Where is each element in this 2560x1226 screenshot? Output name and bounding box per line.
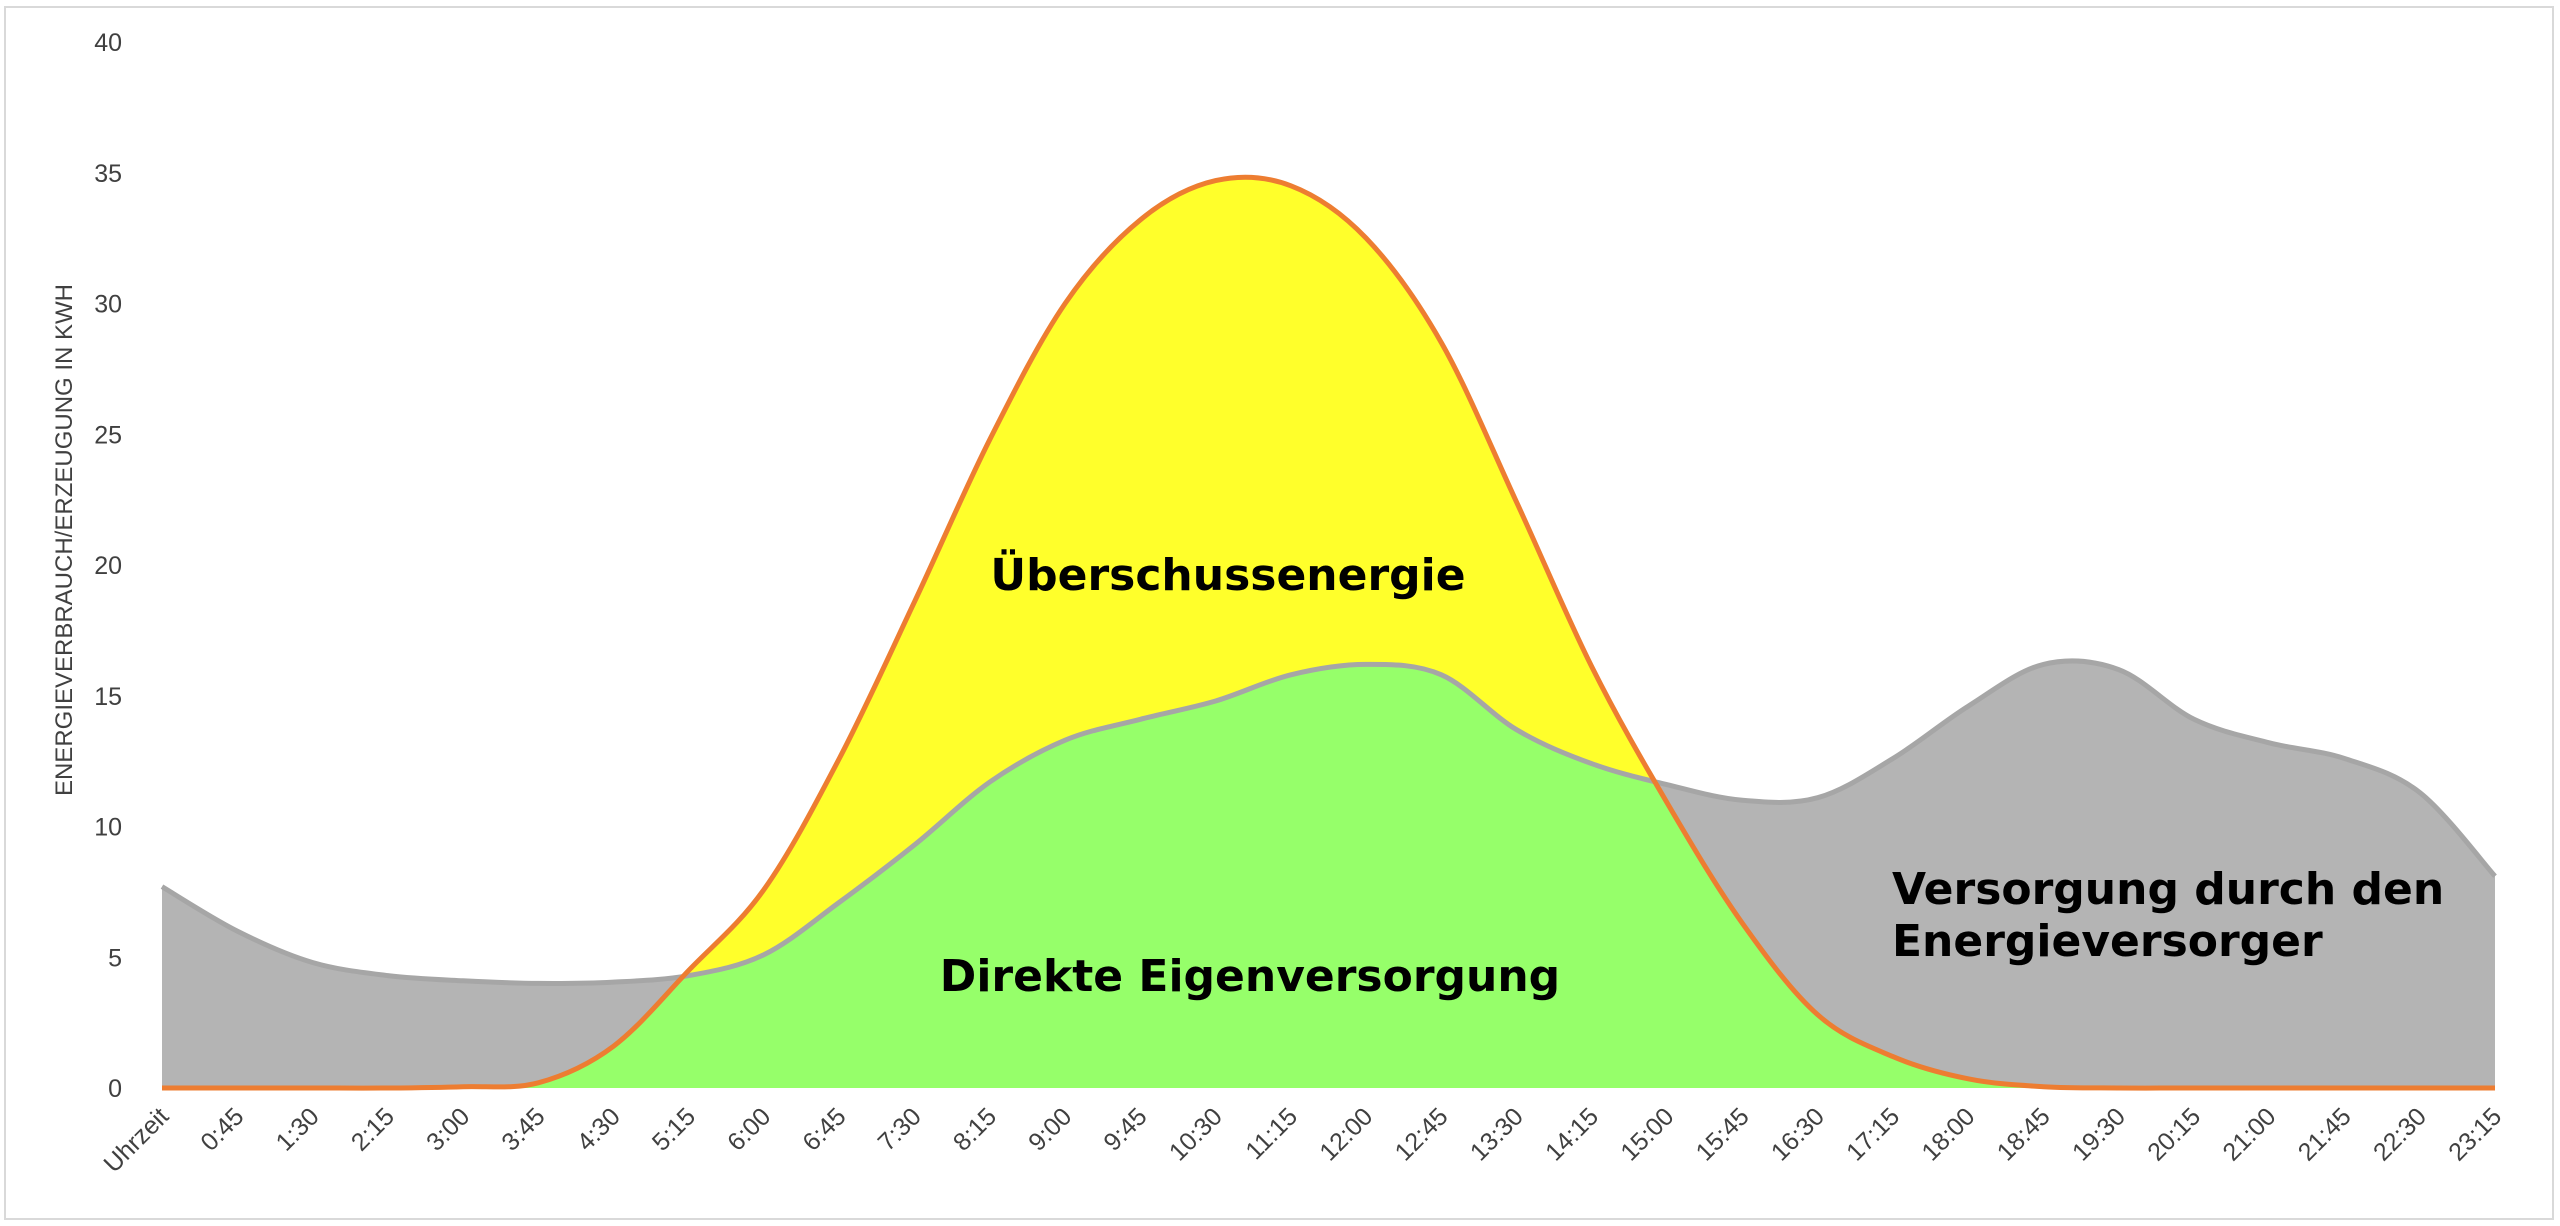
x-tick-label: 11:15 — [1240, 1102, 1303, 1165]
x-tick-label: 21:45 — [2293, 1102, 2357, 1166]
x-tick-label: 4:30 — [572, 1102, 626, 1156]
x-tick-label: 1:30 — [271, 1102, 325, 1156]
x-tick-label: 20:15 — [2142, 1102, 2206, 1166]
annotation-grid-supply-line2: Energieversorger — [1892, 916, 2323, 967]
x-tick-label: 22:30 — [2368, 1102, 2432, 1166]
y-axis-label: ENERGIEVERBRAUCH/ERZEUGUNG IN KWH — [51, 284, 78, 796]
x-tick-label: 18:00 — [1916, 1102, 1980, 1166]
y-tick-label: 5 — [108, 944, 122, 972]
x-tick-label: 5:15 — [647, 1102, 701, 1156]
chart-lines — [160, 174, 2497, 1091]
y-tick-label: 20 — [94, 552, 122, 580]
y-tick-label: 0 — [108, 1075, 122, 1103]
x-tick-label: 18:45 — [1992, 1102, 2056, 1166]
y-tick-label: 15 — [94, 683, 122, 711]
y-axis-ticks: 0 5 10 15 20 25 30 35 40 — [94, 29, 122, 1103]
y-tick-label: 10 — [94, 814, 122, 842]
x-tick-label: 10:30 — [1164, 1102, 1228, 1166]
y-tick-label: 30 — [94, 291, 122, 319]
x-tick-label: Uhrzeit — [98, 1102, 174, 1178]
series-line-consumption — [160, 658, 2497, 986]
x-tick-label: 6:45 — [797, 1102, 851, 1156]
x-tick-label: 17:15 — [1841, 1102, 1905, 1166]
x-tick-label: 9:00 — [1023, 1102, 1077, 1156]
x-tick-label: 6:00 — [722, 1102, 776, 1156]
x-tick-label: 19:30 — [2067, 1102, 2131, 1166]
annotation-direct-self-supply: Direkte Eigenversorgung — [940, 951, 1560, 1002]
x-tick-label: 21:00 — [2217, 1102, 2281, 1166]
x-tick-label: 13:30 — [1465, 1102, 1529, 1166]
x-tick-label: 15:00 — [1615, 1102, 1679, 1166]
x-tick-label: 8:15 — [948, 1102, 1002, 1156]
x-axis-ticks: Uhrzeit 0:45 1:30 2:15 3:00 3:45 4:30 5:15 6:00 6… — [98, 1102, 2507, 1178]
x-tick-label: 12:45 — [1390, 1102, 1454, 1166]
x-tick-label: 3:00 — [421, 1102, 475, 1156]
x-tick-label: 0:45 — [195, 1102, 249, 1156]
y-tick-label: 40 — [94, 29, 122, 57]
x-tick-label: 14:15 — [1540, 1102, 1604, 1166]
x-tick-label: 23:15 — [2443, 1102, 2507, 1166]
x-tick-label: 9:45 — [1098, 1102, 1152, 1156]
x-tick-label: 16:30 — [1766, 1102, 1830, 1166]
annotation-grid-supply-line1: Versorgung durch den — [1892, 864, 2444, 915]
area-surplus — [162, 177, 2495, 1089]
chart-areas — [162, 177, 2495, 1089]
x-tick-label: 15:45 — [1691, 1102, 1755, 1166]
series-line-generation — [162, 174, 2495, 1091]
y-tick-label: 25 — [94, 421, 122, 449]
annotation-surplus: Überschussenergie — [990, 548, 1465, 601]
x-tick-label: 12:00 — [1314, 1102, 1378, 1166]
x-tick-label: 7:30 — [873, 1102, 927, 1156]
y-tick-label: 35 — [94, 160, 122, 188]
x-tick-label: 2:15 — [346, 1102, 400, 1156]
x-tick-label: 3:45 — [496, 1102, 550, 1156]
